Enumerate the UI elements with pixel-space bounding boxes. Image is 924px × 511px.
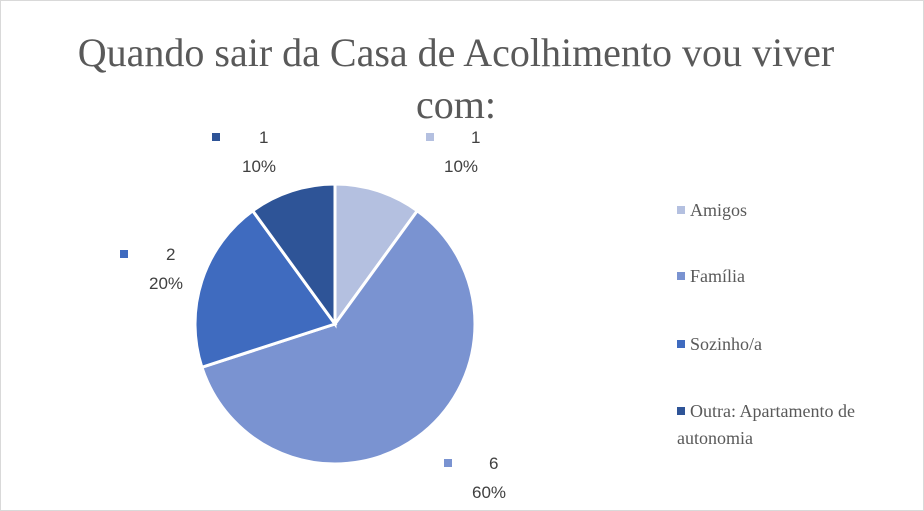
pie-slice bbox=[333, 182, 420, 329]
data-label: 1 bbox=[259, 128, 268, 147]
pie-slice bbox=[199, 208, 477, 466]
label-key bbox=[444, 459, 452, 467]
legend-swatch bbox=[677, 206, 685, 214]
data-label: 1 bbox=[471, 128, 480, 147]
data-label: 2 bbox=[166, 245, 175, 264]
legend-label: Amigos bbox=[690, 200, 748, 220]
percent-label: 10% bbox=[242, 157, 276, 176]
label-key bbox=[426, 133, 434, 141]
legend-item: Família bbox=[677, 263, 917, 290]
data-label: 6 bbox=[489, 454, 498, 473]
chart-title: Quando sair da Casa de Acolhimento vou v… bbox=[77, 30, 835, 127]
legend-label: Outra: Apartamento de autonomia bbox=[677, 401, 855, 448]
percent-label: 60% bbox=[472, 483, 506, 502]
legend-swatch bbox=[677, 340, 685, 348]
legend-item: Amigos bbox=[677, 197, 917, 224]
legend-label: Família bbox=[690, 266, 745, 286]
legend-item: Outra: Apartamento de autonomia bbox=[677, 398, 917, 452]
pie-slice bbox=[193, 208, 338, 370]
legend-swatch bbox=[677, 407, 685, 415]
percent-label: 20% bbox=[149, 274, 183, 293]
legend-swatch bbox=[677, 272, 685, 280]
percent-label: 10% bbox=[444, 157, 478, 176]
legend-label: Sozinho/a bbox=[690, 334, 762, 354]
label-key bbox=[120, 250, 128, 258]
label-key bbox=[212, 133, 220, 141]
legend-item: Sozinho/a bbox=[677, 331, 917, 358]
pie-slice bbox=[250, 182, 337, 329]
